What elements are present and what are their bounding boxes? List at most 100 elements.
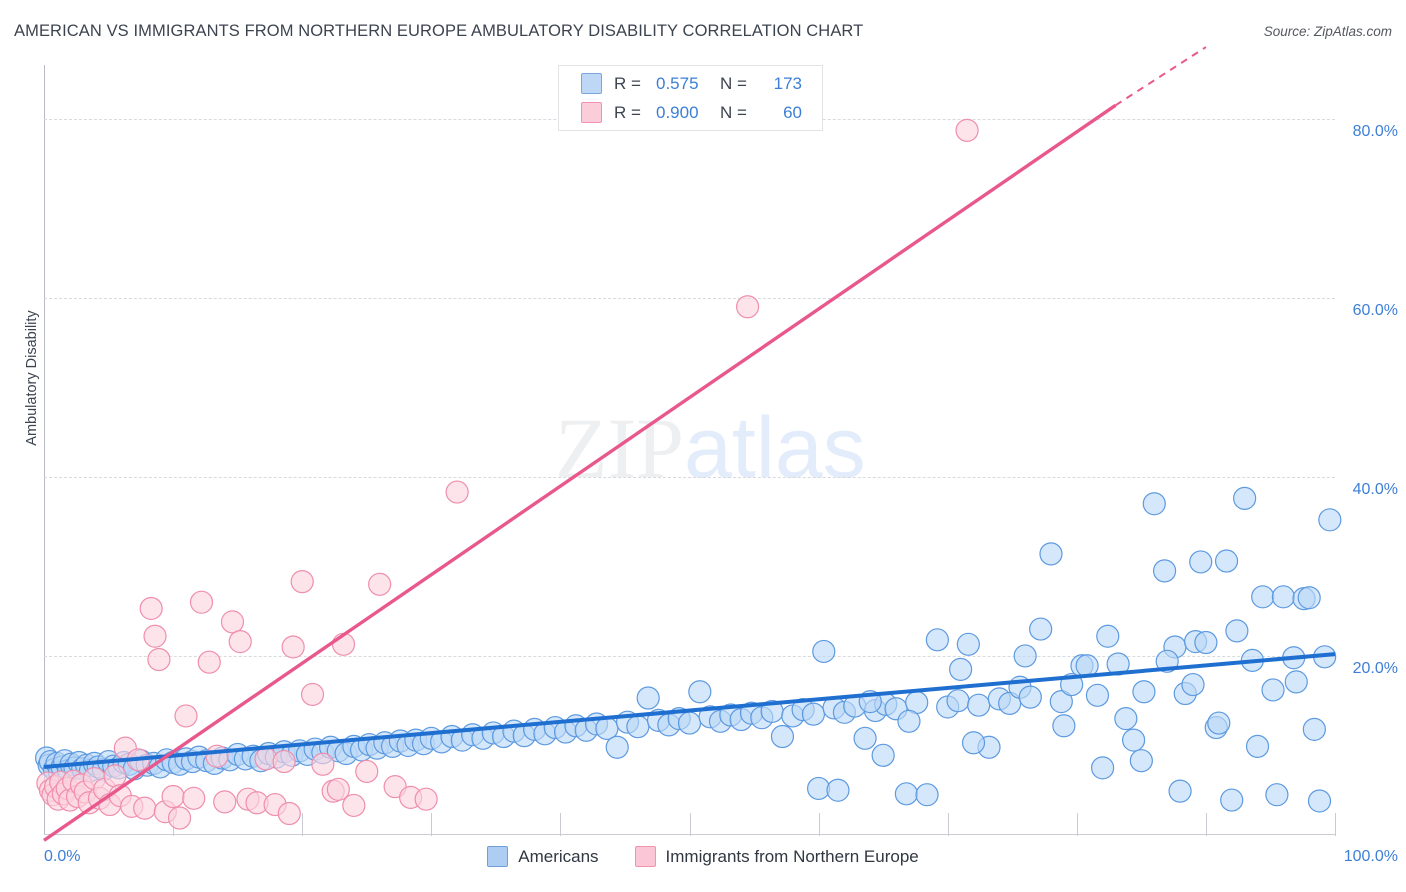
data-point bbox=[1233, 486, 1257, 510]
data-point bbox=[949, 657, 973, 681]
x-tickmark-20 bbox=[302, 813, 304, 836]
y-tick-60: 60.0% bbox=[1352, 301, 1398, 319]
data-point bbox=[103, 764, 127, 788]
data-point bbox=[946, 689, 970, 713]
stats-r-value-americans: 0.575 bbox=[656, 73, 699, 93]
data-point bbox=[414, 787, 438, 811]
x-tickmark-40 bbox=[560, 813, 562, 836]
data-point bbox=[1207, 711, 1231, 735]
y-axis-line bbox=[44, 65, 45, 835]
data-point bbox=[871, 743, 895, 767]
data-point bbox=[1251, 585, 1275, 609]
data-point bbox=[445, 480, 469, 504]
data-point bbox=[1261, 678, 1285, 702]
data-point bbox=[277, 801, 301, 826]
y-tick-40: 40.0% bbox=[1352, 480, 1398, 498]
stats-r-value-immigrants: 0.900 bbox=[656, 102, 699, 122]
data-point bbox=[143, 624, 167, 648]
stats-r-label-americans: R = bbox=[614, 73, 641, 93]
data-point bbox=[368, 572, 392, 596]
data-point bbox=[1142, 492, 1166, 516]
x-tickmark-80 bbox=[1076, 813, 1078, 836]
data-point bbox=[806, 776, 831, 801]
gridline-40 bbox=[44, 476, 1335, 478]
data-point bbox=[1225, 619, 1249, 643]
data-point bbox=[1189, 550, 1213, 574]
data-point bbox=[1018, 685, 1042, 709]
data-point bbox=[826, 778, 850, 802]
data-point bbox=[197, 650, 221, 674]
data-point bbox=[182, 786, 206, 810]
data-point bbox=[1302, 717, 1326, 741]
data-point bbox=[1152, 559, 1177, 583]
data-point bbox=[770, 724, 795, 749]
legend-item-americans[interactable]: Americans bbox=[487, 846, 599, 867]
data-point bbox=[955, 118, 979, 142]
legend-label-immigrants: Immigrants from Northern Europe bbox=[665, 846, 919, 866]
legend-swatch-americans bbox=[487, 846, 509, 867]
data-point bbox=[894, 782, 918, 806]
series-immigrants-from-northern-europe bbox=[36, 118, 979, 830]
data-point bbox=[205, 744, 229, 768]
trendline-immigrants bbox=[43, 103, 1117, 842]
data-point bbox=[167, 806, 192, 830]
data-point bbox=[636, 686, 660, 710]
data-point bbox=[735, 295, 760, 319]
gridline-60 bbox=[44, 297, 1335, 299]
data-point bbox=[281, 635, 305, 659]
data-point bbox=[342, 793, 366, 818]
stats-swatch-americans bbox=[581, 73, 602, 94]
data-point bbox=[326, 777, 350, 801]
trendline-extrapolated bbox=[1114, 46, 1207, 107]
data-point bbox=[677, 711, 702, 735]
stats-r-label-immigrants: R = bbox=[614, 102, 641, 122]
data-point bbox=[133, 796, 157, 820]
data-point bbox=[1052, 714, 1076, 738]
data-point bbox=[290, 570, 314, 594]
y-tick-20: 20.0% bbox=[1352, 659, 1398, 677]
data-point bbox=[967, 693, 991, 717]
data-point bbox=[147, 647, 171, 672]
scatter-layer bbox=[34, 46, 1342, 842]
x-tick-min: 0.0% bbox=[44, 848, 81, 865]
data-point bbox=[1039, 542, 1063, 566]
x-tickmark-30 bbox=[431, 813, 433, 836]
y-tick-80: 80.0% bbox=[1352, 122, 1398, 140]
data-point bbox=[1029, 617, 1053, 641]
correlation-stats-box: R = 0.575 N = 173 R = 0.900 N = 60 bbox=[558, 65, 823, 131]
legend-item-immigrants[interactable]: Immigrants from Northern Europe bbox=[634, 846, 919, 867]
data-point bbox=[1096, 624, 1120, 648]
data-point bbox=[1318, 508, 1342, 532]
stats-n-label-immigrants: N = bbox=[720, 102, 747, 122]
x-tickmark-70 bbox=[947, 813, 949, 836]
data-point bbox=[853, 726, 877, 750]
data-point bbox=[1114, 707, 1138, 731]
data-point bbox=[1013, 644, 1037, 668]
chart-legend: Americans Immigrants from Northern Europ… bbox=[0, 846, 1406, 867]
x-tick-max: 100.0% bbox=[1343, 848, 1398, 865]
data-point bbox=[1220, 788, 1244, 812]
data-point bbox=[272, 749, 296, 774]
data-point bbox=[961, 731, 986, 755]
data-point bbox=[1271, 585, 1295, 609]
data-point bbox=[1049, 689, 1073, 714]
page-title: AMERICAN VS IMMIGRANTS FROM NORTHERN EUR… bbox=[14, 22, 864, 40]
data-point bbox=[1129, 749, 1153, 773]
stats-n-label-americans: N = bbox=[720, 73, 747, 93]
data-point bbox=[1297, 586, 1321, 610]
data-point bbox=[1194, 630, 1218, 655]
data-point bbox=[688, 680, 712, 704]
y-axis-label: Ambulatory Disability bbox=[24, 310, 40, 446]
data-point bbox=[1085, 683, 1110, 707]
data-point bbox=[925, 628, 949, 652]
data-point bbox=[1284, 670, 1308, 694]
data-point bbox=[897, 709, 921, 733]
legend-swatch-immigrants bbox=[634, 846, 656, 867]
data-point bbox=[220, 610, 245, 634]
data-point bbox=[956, 632, 980, 656]
stats-row-americans: R = 0.575 N = 173 bbox=[581, 69, 822, 98]
data-point bbox=[1091, 756, 1115, 780]
data-point bbox=[311, 752, 335, 776]
x-tickmark-100 bbox=[1335, 813, 1336, 836]
